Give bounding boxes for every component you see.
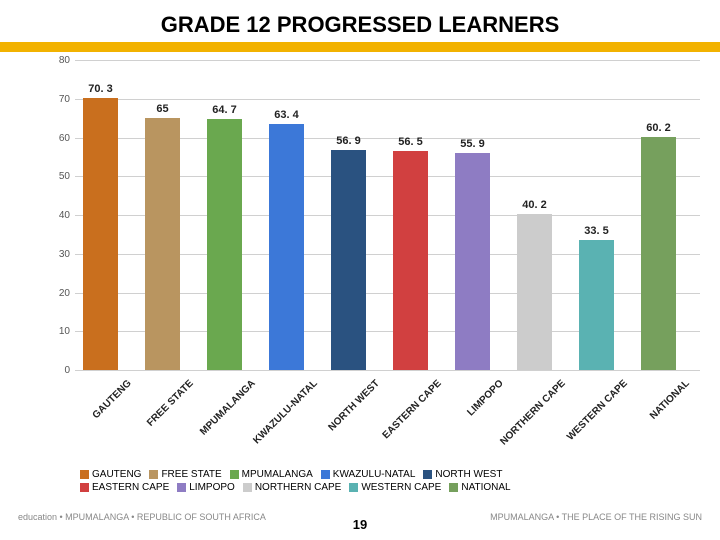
slide-root: GRADE 12 PROGRESSED LEARNERS 0 10 20 30 40 50… xyxy=(0,0,720,540)
bar-fill xyxy=(641,137,676,370)
legend-swatch xyxy=(80,470,89,479)
legend-row: EASTERN CAPE LIMPOPO NORTHERN CAPE WESTERN … xyxy=(80,482,640,493)
bar-value-label: 40. 2 xyxy=(505,199,565,211)
title-underline xyxy=(0,42,720,52)
legend-label: FREE STATE xyxy=(161,469,221,480)
legend-row: GAUTENG FREE STATE MPUMALANGA KWAZULU-NATAL… xyxy=(80,469,640,480)
bar: 55. 9 xyxy=(455,153,490,370)
legend-swatch xyxy=(321,470,330,479)
bar: 65 xyxy=(145,118,180,370)
bar-fill xyxy=(331,150,366,370)
bar-fill xyxy=(579,240,614,370)
legend-label: NATIONAL xyxy=(461,482,510,493)
legend-item: GAUTENG xyxy=(80,469,141,480)
legend-swatch xyxy=(449,483,458,492)
legend-swatch xyxy=(230,470,239,479)
title-bar: GRADE 12 PROGRESSED LEARNERS xyxy=(0,12,720,38)
legend-label: WESTERN CAPE xyxy=(361,482,441,493)
legend-item: LIMPOPO xyxy=(177,482,235,493)
legend-item: EASTERN CAPE xyxy=(80,482,169,493)
bar-fill xyxy=(517,214,552,370)
bar-fill xyxy=(269,124,304,370)
legend-swatch xyxy=(80,483,89,492)
gridline xyxy=(75,370,700,371)
bar-value-label: 63. 4 xyxy=(257,109,317,121)
bar-fill xyxy=(393,151,428,370)
legend-label: KWAZULU-NATAL xyxy=(333,469,416,480)
legend-swatch xyxy=(423,470,432,479)
bar-fill xyxy=(83,98,118,370)
y-tick-label: 50 xyxy=(40,171,70,182)
bar-value-label: 56. 9 xyxy=(319,135,379,147)
bar: 56. 9 xyxy=(331,150,366,370)
chart-area: 01020304050607080 70. 36564. 763. 456. 9… xyxy=(40,60,700,425)
bar-value-label: 33. 5 xyxy=(567,225,627,237)
bars-container: 70. 36564. 763. 456. 956. 555. 940. 233.… xyxy=(75,60,700,370)
legend-item: NORTHERN CAPE xyxy=(243,482,342,493)
y-tick-label: 70 xyxy=(40,94,70,105)
legend-item: MPUMALANGA xyxy=(230,469,313,480)
bar: 60. 2 xyxy=(641,137,676,370)
bar-value-label: 64. 7 xyxy=(195,104,255,116)
bar-fill xyxy=(455,153,490,370)
legend-label: LIMPOPO xyxy=(189,482,235,493)
bar-value-label: 65 xyxy=(133,103,193,115)
legend-swatch xyxy=(149,470,158,479)
bar-value-label: 70. 3 xyxy=(71,83,131,95)
y-tick-label: 30 xyxy=(40,249,70,260)
bar: 33. 5 xyxy=(579,240,614,370)
y-tick-label: 80 xyxy=(40,55,70,66)
bar: 70. 3 xyxy=(83,98,118,370)
legend-swatch xyxy=(349,483,358,492)
bar: 56. 5 xyxy=(393,151,428,370)
legend-item: WESTERN CAPE xyxy=(349,482,441,493)
legend-item: NORTH WEST xyxy=(423,469,502,480)
legend-item: FREE STATE xyxy=(149,469,221,480)
y-tick-label: 60 xyxy=(40,133,70,144)
bar-fill xyxy=(145,118,180,370)
y-tick-label: 20 xyxy=(40,288,70,299)
bar-fill xyxy=(207,119,242,370)
legend-item: KWAZULU-NATAL xyxy=(321,469,416,480)
bar-value-label: 55. 9 xyxy=(443,138,503,150)
legend-swatch xyxy=(177,483,186,492)
y-tick-label: 40 xyxy=(40,210,70,221)
page-number: 19 xyxy=(0,517,720,532)
legend-swatch xyxy=(243,483,252,492)
legend-label: NORTH WEST xyxy=(435,469,502,480)
slide-title: GRADE 12 PROGRESSED LEARNERS xyxy=(0,12,720,38)
legend-label: NORTHERN CAPE xyxy=(255,482,342,493)
bar-value-label: 60. 2 xyxy=(629,122,689,134)
plot-region: 70. 36564. 763. 456. 956. 555. 940. 233.… xyxy=(75,60,700,370)
bar: 40. 2 xyxy=(517,214,552,370)
bar: 63. 4 xyxy=(269,124,304,370)
legend-label: GAUTENG xyxy=(92,469,141,480)
legend-item: NATIONAL xyxy=(449,482,510,493)
y-tick-label: 0 xyxy=(40,365,70,376)
legend-label: MPUMALANGA xyxy=(242,469,313,480)
legend-label: EASTERN CAPE xyxy=(92,482,169,493)
legend: GAUTENG FREE STATE MPUMALANGA KWAZULU-NATAL… xyxy=(80,469,640,495)
y-tick-label: 10 xyxy=(40,326,70,337)
bar: 64. 7 xyxy=(207,119,242,370)
bar-value-label: 56. 5 xyxy=(381,136,441,148)
